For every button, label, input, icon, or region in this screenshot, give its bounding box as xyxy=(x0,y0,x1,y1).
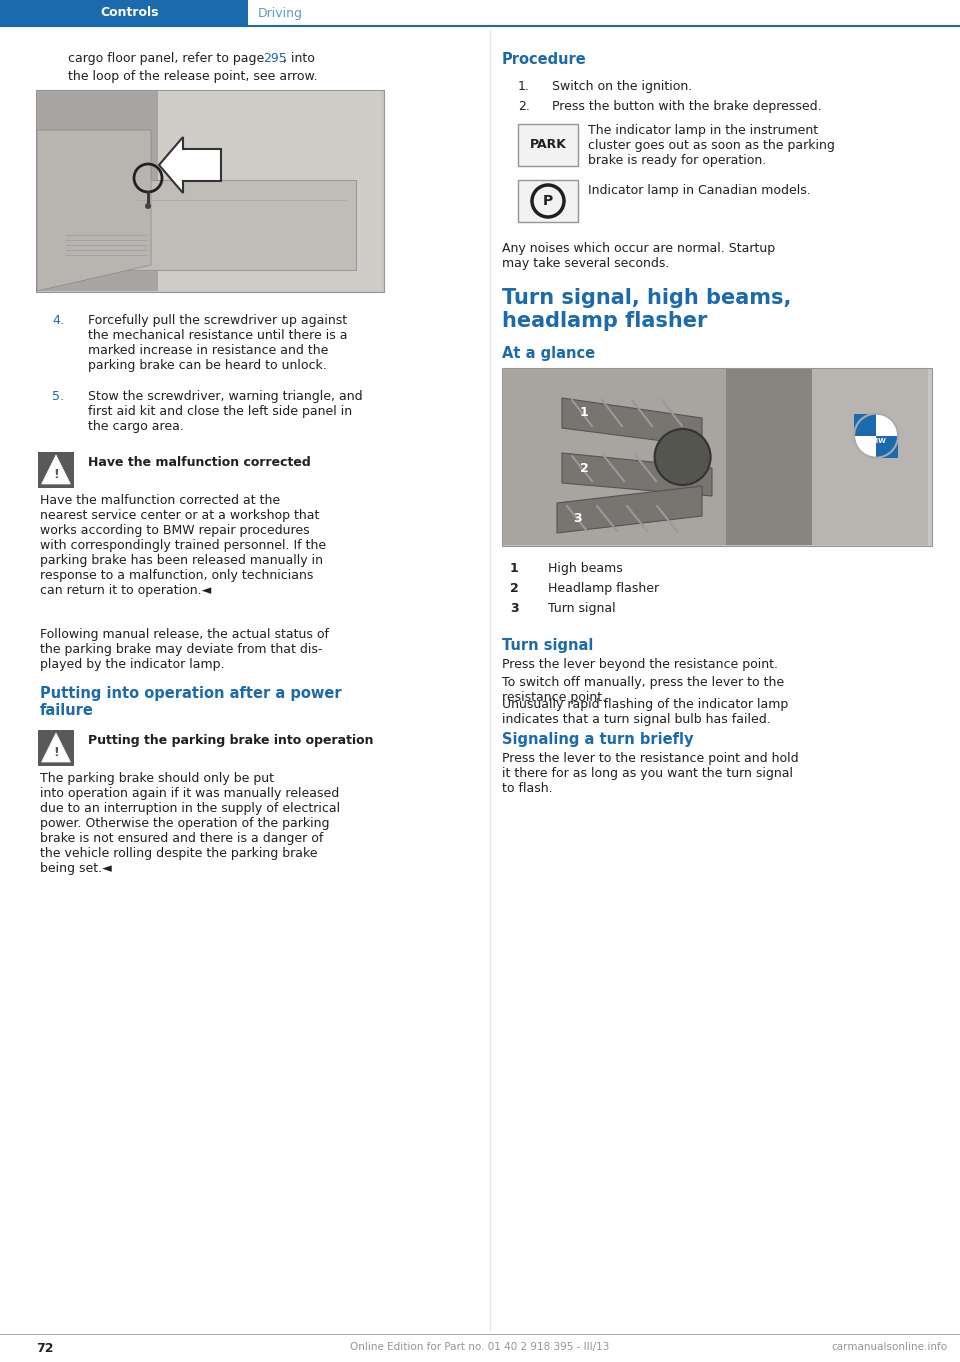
Text: High beams: High beams xyxy=(548,563,623,575)
Text: 1.: 1. xyxy=(518,80,530,93)
Text: 5.: 5. xyxy=(52,390,64,403)
Text: Forcefully pull the screwdriver up against
the mechanical resistance until there: Forcefully pull the screwdriver up again… xyxy=(88,315,348,372)
Bar xyxy=(518,124,578,166)
Text: 2: 2 xyxy=(510,582,518,595)
Text: Following manual release, the actual status of
the parking brake may deviate fro: Following manual release, the actual sta… xyxy=(40,628,329,671)
Polygon shape xyxy=(159,138,221,193)
Bar xyxy=(36,90,384,291)
Text: The indicator lamp in the instrument
cluster goes out as soon as the parking
bra: The indicator lamp in the instrument clu… xyxy=(588,124,835,168)
Bar xyxy=(502,368,932,546)
Text: the loop of the release point, see arrow.: the loop of the release point, see arrow… xyxy=(68,69,318,83)
Text: Unusually rapid flashing of the indicator lamp
indicates that a turn signal bulb: Unusually rapid flashing of the indicato… xyxy=(502,697,788,726)
Polygon shape xyxy=(876,436,899,458)
Polygon shape xyxy=(562,454,712,496)
Text: Turn signal: Turn signal xyxy=(548,602,615,616)
Bar xyxy=(37,91,158,291)
Text: Indicator lamp in Canadian models.: Indicator lamp in Canadian models. xyxy=(588,184,811,197)
Bar xyxy=(38,452,74,488)
Text: Stow the screwdriver, warning triangle, and
first aid kit and close the left sid: Stow the screwdriver, warning triangle, … xyxy=(88,390,363,433)
Text: Headlamp flasher: Headlamp flasher xyxy=(548,582,660,595)
Polygon shape xyxy=(854,414,876,436)
Circle shape xyxy=(655,429,710,485)
Text: To switch off manually, press the lever to the
resistance point.: To switch off manually, press the lever … xyxy=(502,676,784,704)
Polygon shape xyxy=(557,486,702,533)
Bar xyxy=(116,180,356,270)
Text: Press the button with the brake depressed.: Press the button with the brake depresse… xyxy=(552,99,822,113)
Circle shape xyxy=(854,414,899,458)
Text: Driving: Driving xyxy=(257,7,302,19)
Text: Have the malfunction corrected: Have the malfunction corrected xyxy=(88,456,311,469)
Text: Controls: Controls xyxy=(101,7,159,19)
Bar xyxy=(157,91,380,291)
Text: 1: 1 xyxy=(510,563,518,575)
Circle shape xyxy=(145,203,151,208)
Text: 2.: 2. xyxy=(518,99,530,113)
Text: 1: 1 xyxy=(580,406,588,418)
Bar xyxy=(248,0,960,26)
Polygon shape xyxy=(562,398,702,445)
Text: Online Edition for Part no. 01 40 2 918 395 - III/13: Online Edition for Part no. 01 40 2 918 … xyxy=(350,1342,610,1352)
Text: 295: 295 xyxy=(263,52,287,65)
Text: carmanualsonline.info: carmanualsonline.info xyxy=(832,1342,948,1352)
Text: BMW: BMW xyxy=(866,437,886,444)
Text: Procedure: Procedure xyxy=(502,52,587,67)
Text: Switch on the ignition.: Switch on the ignition. xyxy=(552,80,692,93)
Text: 3: 3 xyxy=(510,602,518,616)
Text: Turn signal, high beams,
headlamp flasher: Turn signal, high beams, headlamp flashe… xyxy=(502,287,791,331)
Text: cargo floor panel, refer to page: cargo floor panel, refer to page xyxy=(68,52,268,65)
Text: failure: failure xyxy=(40,703,94,718)
Bar xyxy=(811,369,927,545)
Text: P: P xyxy=(542,193,553,208)
Text: MV11575CMA: MV11575CMA xyxy=(376,169,381,212)
Text: Signaling a turn briefly: Signaling a turn briefly xyxy=(502,731,693,746)
Polygon shape xyxy=(41,455,70,484)
Text: At a glance: At a glance xyxy=(502,346,595,361)
Bar xyxy=(726,369,811,545)
Text: Press the lever to the resistance point and hold
it there for as long as you wan: Press the lever to the resistance point … xyxy=(502,752,799,795)
Text: 2: 2 xyxy=(580,462,588,474)
Bar xyxy=(503,369,727,545)
Text: Have the malfunction corrected at the
nearest service center or at a workshop th: Have the malfunction corrected at the ne… xyxy=(40,494,326,597)
Text: Putting the parking brake into operation: Putting the parking brake into operation xyxy=(88,734,373,746)
Text: Putting into operation after a power: Putting into operation after a power xyxy=(40,686,342,701)
Text: 3: 3 xyxy=(574,512,583,524)
Text: Any noises which occur are normal. Startup
may take several seconds.: Any noises which occur are normal. Start… xyxy=(502,242,775,270)
Text: 4.: 4. xyxy=(52,315,64,327)
Text: , into: , into xyxy=(283,52,315,65)
Bar xyxy=(518,180,578,222)
Text: WK22725KA3N: WK22725KA3N xyxy=(925,433,930,481)
Text: 72: 72 xyxy=(36,1342,54,1355)
Text: !: ! xyxy=(53,746,59,759)
Text: Turn signal: Turn signal xyxy=(502,637,593,652)
Polygon shape xyxy=(41,733,70,761)
Text: Press the lever beyond the resistance point.: Press the lever beyond the resistance po… xyxy=(502,658,778,671)
Bar xyxy=(0,0,248,26)
Text: The parking brake should only be put
into operation again if it was manually rel: The parking brake should only be put int… xyxy=(40,772,340,874)
Polygon shape xyxy=(37,129,151,291)
Bar xyxy=(38,730,74,765)
Text: !: ! xyxy=(53,467,59,481)
Text: PARK: PARK xyxy=(530,139,566,151)
